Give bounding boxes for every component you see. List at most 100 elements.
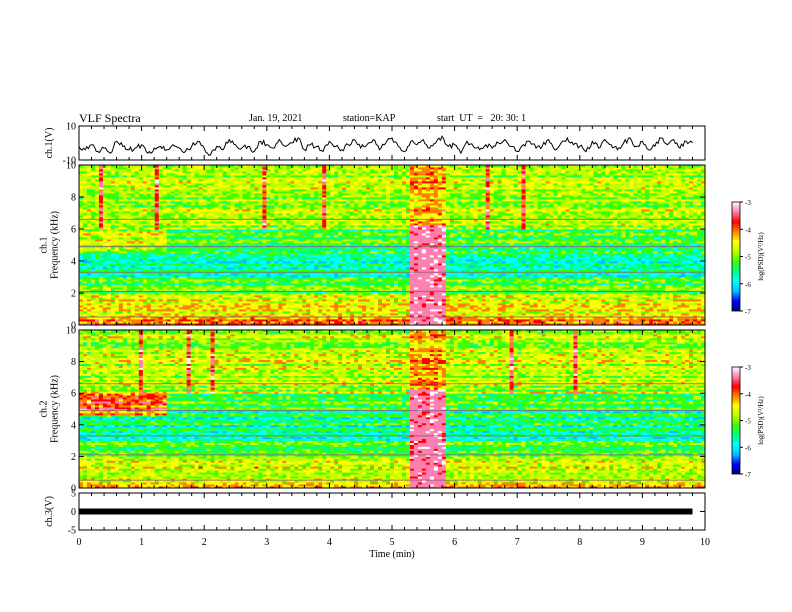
spectrogram-cell [130,289,136,292]
spectrogram-cell [170,199,176,202]
spectrogram-cell [114,317,120,320]
spectrogram-cell [158,241,164,244]
spectrogram-cell [98,227,104,230]
spectrogram-cell [162,283,168,286]
spectrogram-cell [82,311,88,314]
spectrogram-cell [126,183,132,186]
spectrogram-cell [214,199,219,202]
spectrogram-cell [198,165,204,168]
spectrogram-cell [134,239,140,242]
spectrogram-cell [234,279,239,282]
spectrogram-cell [162,237,168,240]
spectrogram-cell [170,239,176,242]
spectrogram-cell [154,169,160,172]
spectrogram-cell [110,293,116,296]
spectrogram-cell [238,309,243,312]
spectrogram-cell [86,237,92,240]
spectrogram-cell [162,195,168,198]
spectrogram-cell [182,189,188,192]
spectrogram-cell [110,231,116,234]
spectrogram-cell [186,255,192,258]
spectrogram-cell [170,229,176,232]
spectrogram-cell [114,201,120,204]
spectrogram-cell [218,239,223,242]
spectrogram-cell [242,255,247,258]
spectrogram-cell [134,167,140,170]
spectrogram-cell [102,269,108,272]
spectrogram-cell [186,323,192,326]
spectrogram-cell [242,213,247,216]
spectrogram-cell [226,203,231,206]
spectrogram-cell [170,235,176,238]
spectrogram-cell [226,305,231,308]
spectrogram-cell [114,183,120,186]
spectrogram-cell [94,261,100,264]
spectrogram-cell [194,303,200,306]
spectrogram-cell [94,279,100,282]
spectrogram-cell [226,169,231,172]
spectrogram-cell [142,249,148,252]
spectrogram-cell [238,273,243,276]
spectrogram-cell [114,247,120,250]
spectrogram-cell [174,173,180,176]
spectrogram-cell [154,203,160,206]
spectrogram-cell [166,259,172,262]
spectrogram-cell [138,277,144,280]
spectrogram-cell [242,195,247,198]
spectrogram-cell [79,177,84,180]
spectrogram-cell [242,301,247,304]
spectrogram-cell [126,217,132,220]
spectrogram-cell [126,173,132,176]
spectrogram-cell [250,321,255,324]
spectrogram-cell [194,297,200,300]
spectrogram-cell [246,221,251,224]
spectrogram-cell [210,215,215,218]
spectrogram-cell [158,265,164,268]
spectrogram-cell [214,265,219,268]
spectrogram-cell [126,267,132,270]
spectrogram-cell [86,173,92,176]
spectrogram-cell [194,243,200,246]
spectrogram-cell [186,247,192,250]
spectrogram-cell [158,223,164,226]
spectrogram-cell [246,311,251,314]
spectrogram-cell [122,209,128,212]
spectrogram-cell [114,261,120,264]
spectrogram-cell [218,249,223,252]
spectrogram-cell [106,235,112,238]
spectrogram-cell [110,173,116,176]
spectrogram-cell [162,321,168,324]
spectrogram-cell [106,181,112,184]
spectrogram-cell [154,177,160,180]
spectrogram-cell [130,181,136,184]
spectrogram-cell [194,205,200,208]
spectrogram-cell [102,175,108,178]
spectrogram-cell [146,273,152,276]
spectrogram-cell [86,279,92,282]
spectrogram-cell [194,235,200,238]
spectrogram-cell [218,243,223,246]
spectrogram-cell [222,175,227,178]
spectrogram-cell [210,221,215,224]
spectrogram-cell [198,313,204,316]
spectrogram-cell [130,243,136,246]
spectrogram-cell [82,165,88,168]
spectrogram-cell [194,203,200,206]
spectrogram-cell [94,315,100,318]
spectrogram-cell [198,231,204,234]
spectrogram-cell [182,319,188,322]
spectrogram-cell [114,255,120,258]
spectrogram-cell [86,319,92,322]
spectrogram-cell [82,243,88,246]
spectrogram-cell [79,205,84,208]
spectrogram-cell [114,279,120,282]
spectrogram-cell [130,321,136,324]
spectrogram-cell [190,237,196,240]
spectrogram-cell [142,197,148,200]
spectrogram-cell [182,193,188,196]
spectrogram-cell [238,193,243,196]
spectrogram-cell [238,285,243,288]
spectrogram-cell [90,177,96,180]
spectrogram-cell [214,239,219,242]
spectrogram-cell [86,295,92,298]
